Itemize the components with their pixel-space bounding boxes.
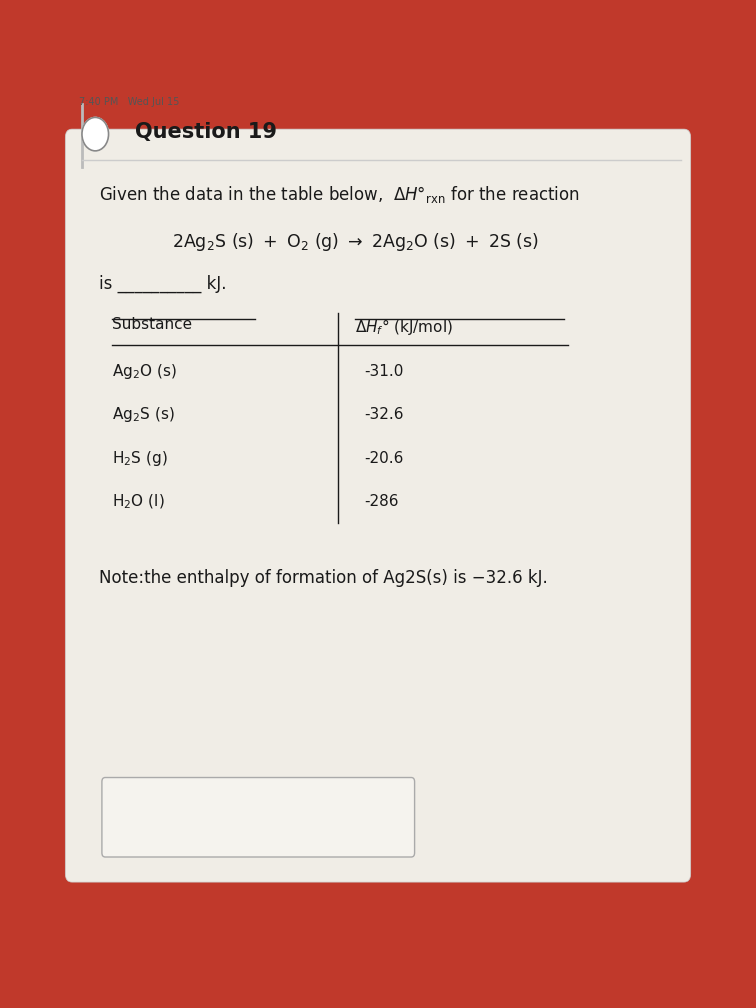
Text: $\rm 2Ag_2S\ (s)\ +\ O_2\ (g)\ \rightarrow\ 2Ag_2O\ (s)\ +\ 2S\ (s)$: $\rm 2Ag_2S\ (s)\ +\ O_2\ (g)\ \rightarr… [172,231,539,253]
Text: Given the data in the table below,  $\Delta H°_{\rm rxn}$ for the reaction: Given the data in the table below, $\Del… [98,183,579,205]
Text: Question 19: Question 19 [135,122,277,142]
Text: $\Delta H_f°$ (kJ/mol): $\Delta H_f°$ (kJ/mol) [355,318,453,338]
Text: $\rm Ag_2O\ (s)$: $\rm Ag_2O\ (s)$ [112,362,177,381]
Text: -20.6: -20.6 [364,451,404,466]
Text: $\rm Ag_2S\ (s)$: $\rm Ag_2S\ (s)$ [112,405,175,424]
Text: Substance: Substance [112,318,192,333]
FancyBboxPatch shape [102,777,414,857]
Text: -286: -286 [364,494,399,509]
Text: Note:the enthalpy of formation of Ag2S(s) is −32.6 kJ.: Note:the enthalpy of formation of Ag2S(s… [98,569,547,587]
Circle shape [82,117,109,151]
Text: is __________ kJ.: is __________ kJ. [98,275,226,293]
Text: -31.0: -31.0 [364,364,404,379]
Text: $\rm H_2S\ (g)$: $\rm H_2S\ (g)$ [112,449,168,468]
FancyBboxPatch shape [65,129,691,882]
Text: $\rm H_2O\ (l)$: $\rm H_2O\ (l)$ [112,492,165,511]
Text: -32.6: -32.6 [364,407,404,422]
Text: 7:40 PM   Wed Jul 15: 7:40 PM Wed Jul 15 [79,98,179,107]
